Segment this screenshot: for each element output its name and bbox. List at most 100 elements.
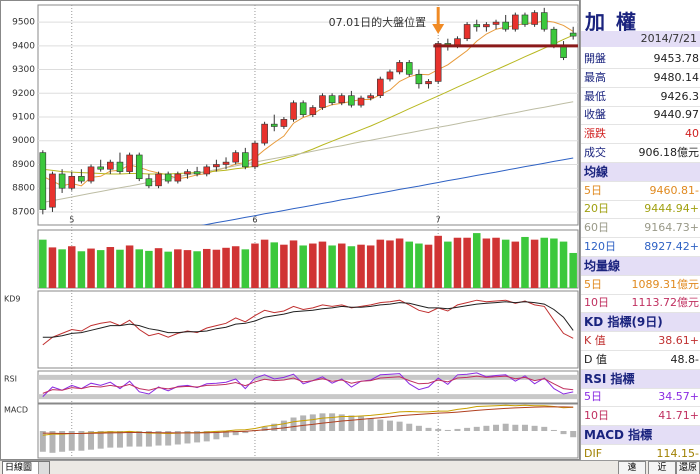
quote-label: 收盤: [584, 108, 606, 122]
quote-label: 最高: [584, 70, 606, 84]
candle-body: [232, 152, 239, 163]
moving-average-line: [42, 101, 574, 203]
volume-bar: [347, 246, 356, 288]
candle-body: [174, 173, 182, 182]
quote-value: 9444.94+: [644, 202, 699, 216]
volume-bar: [559, 241, 568, 288]
candle-body: [184, 171, 191, 175]
candle-body: [338, 95, 346, 104]
candle-body: [386, 71, 394, 80]
osc-bar: [570, 431, 577, 438]
candle-body: [251, 142, 259, 168]
quote-value: 114.15-: [656, 446, 699, 460]
volume-bar: [463, 237, 471, 288]
y-tick-label: 9400: [12, 41, 35, 51]
volume-bar: [357, 244, 365, 288]
volume-bar: [193, 251, 201, 288]
volume-bar: [96, 250, 105, 288]
candle-body: [290, 102, 297, 120]
volume-bar: [434, 235, 442, 288]
toolbar-button[interactable]: 遠: [618, 461, 646, 474]
osc-bar: [367, 418, 374, 431]
macd-line: [42, 404, 574, 436]
quote-label: 成交: [584, 146, 606, 159]
candle-body: [261, 123, 268, 144]
indicator-line: [42, 301, 574, 338]
candle-body: [502, 21, 509, 30]
y-tick-label: 9300: [12, 65, 35, 75]
volume-bar: [453, 237, 462, 288]
osc-bar: [49, 431, 56, 453]
candle-body: [155, 173, 162, 187]
volume-bar: [222, 247, 230, 288]
x-tick-label: 7: [436, 216, 441, 225]
volume-bar: [154, 248, 163, 288]
osc-bar: [136, 431, 143, 447]
quote-value: 9440.97: [653, 108, 700, 122]
panel-label: KD9: [4, 295, 21, 304]
candle-body: [145, 178, 153, 187]
toolbar-button[interactable]: 近: [648, 461, 676, 474]
quote-value: 1089.31億元: [631, 277, 700, 291]
section-header: MACD 指標: [581, 426, 700, 445]
candle-body: [135, 154, 143, 180]
volume-bar: [530, 239, 539, 288]
osc-bar: [184, 431, 191, 444]
osc-bar: [464, 427, 471, 431]
section-title: RSI 指標: [584, 371, 635, 386]
indicator-line: [42, 299, 574, 346]
volume-bar: [212, 249, 221, 288]
candle-body: [299, 102, 307, 115]
panel-frame: [37, 403, 579, 459]
osc-bar: [541, 426, 548, 431]
osc-bar: [493, 424, 500, 431]
osc-bar: [502, 423, 509, 431]
osc-bar: [358, 416, 365, 431]
volume-bar: [145, 250, 153, 288]
quote-row: 成交 906.18億元: [581, 144, 700, 163]
osc-bar: [116, 431, 123, 448]
volume-bar: [251, 243, 259, 288]
osc-bar: [300, 415, 307, 431]
y-tick-label: 9000: [12, 136, 35, 146]
quote-row: 開盤 9453.78: [581, 50, 700, 69]
quote-row: 5日 9460.81-: [581, 182, 700, 201]
quote-row: K 值 38.61+: [581, 332, 700, 351]
y-tick-label: 8700: [12, 207, 35, 217]
osc-bar: [97, 431, 104, 449]
volume-bar: [125, 245, 134, 288]
volume-bar: [280, 244, 288, 288]
quote-value: 906.18億元: [638, 146, 700, 159]
osc-bar: [415, 425, 422, 431]
section-header: RSI 指標: [581, 369, 700, 389]
osc-bar: [550, 429, 557, 431]
view-select[interactable]: 日線圖: [2, 461, 50, 474]
osc-bar: [512, 424, 519, 431]
osc-bar: [68, 431, 75, 451]
volume-bar: [87, 248, 95, 288]
quote-value: 48.8-: [670, 352, 699, 366]
volume-bar: [164, 251, 172, 288]
osc-bar: [531, 425, 538, 431]
candle-body: [116, 161, 124, 172]
osc-bar: [223, 431, 230, 438]
candle-body: [569, 32, 577, 37]
quote-row: 漲跌 40: [581, 125, 700, 145]
volume-bar: [405, 241, 414, 288]
quote-row: 5日 1089.31億元: [581, 276, 700, 295]
osc-bar: [155, 431, 162, 446]
quote-row: 10日 41.71+: [581, 407, 700, 427]
quote-row: 60日 9164.73+: [581, 219, 700, 239]
volume-bar: [67, 246, 76, 288]
volume-bar: [231, 246, 240, 288]
section-header: 均線: [581, 162, 700, 182]
candle-body: [87, 166, 95, 182]
quote-row: 最低 9426.3: [581, 88, 700, 107]
outer-frame: [0, 0, 580, 460]
quote-date: 2014/7/21: [581, 31, 700, 47]
x-tick-label: 6: [252, 216, 257, 225]
volume-bar: [482, 238, 491, 288]
volume-bar: [270, 242, 279, 288]
macd-line: [42, 406, 574, 434]
toolbar-button[interactable]: 還原: [676, 461, 700, 474]
